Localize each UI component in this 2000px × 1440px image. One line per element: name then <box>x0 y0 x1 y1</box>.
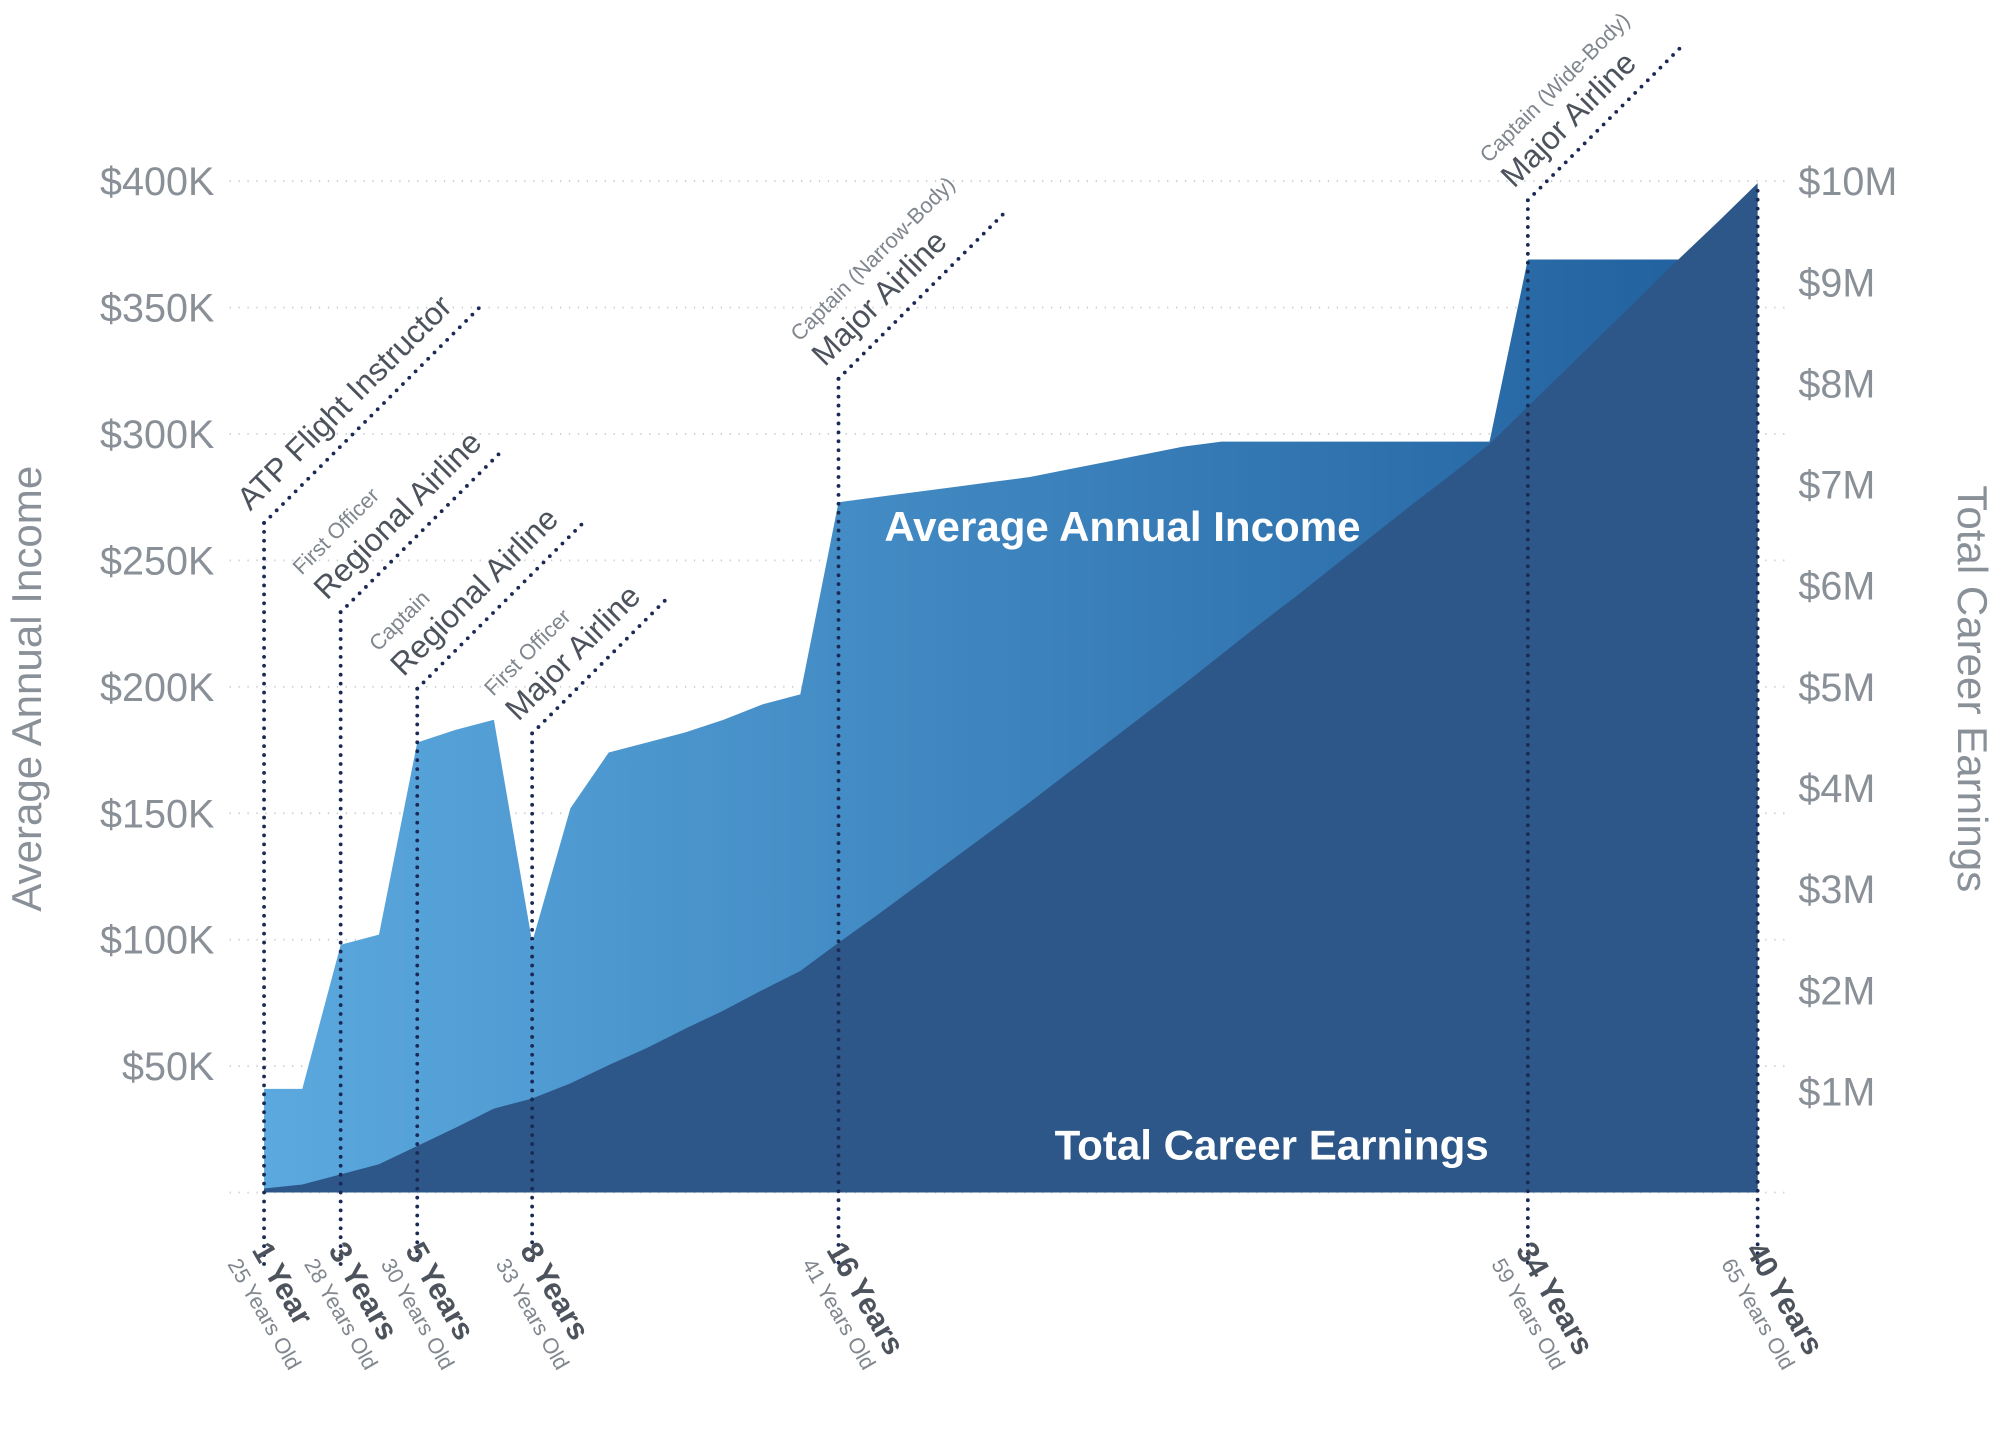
y2-tick-label: $1M <box>1798 1070 1875 1114</box>
y-tick-label: $350K <box>100 287 214 331</box>
y-tick-label: $100K <box>100 919 214 963</box>
area <box>264 183 1758 1193</box>
y-tick-label: $250K <box>100 539 214 583</box>
y-tick-label: $300K <box>100 413 214 457</box>
y-axis-title: Average Annual Income <box>3 466 50 912</box>
milestone-diagonal <box>262 300 487 525</box>
y2-tick-label: $2M <box>1798 969 1875 1013</box>
y2-tick-label: $5M <box>1798 666 1875 710</box>
y-tick-label: $50K <box>122 1045 214 1089</box>
y2-tick-label: $10M <box>1798 160 1897 204</box>
y-tick-label: $150K <box>100 792 214 836</box>
y2-tick-label: $3M <box>1798 868 1875 912</box>
series-label: Total Career Earnings <box>1055 1121 1489 1168</box>
y2-tick-label: $6M <box>1798 565 1875 609</box>
y2-tick-label: $9M <box>1798 261 1875 305</box>
milestone-diagonal <box>1525 43 1685 203</box>
y2-tick-label: $7M <box>1798 464 1875 508</box>
y2-tick-label: $8M <box>1798 362 1875 406</box>
y-tick-label: $400K <box>100 160 214 204</box>
milestone-diagonal <box>338 452 501 615</box>
series-label: Average Annual Income <box>884 503 1360 550</box>
y-tick-label: $200K <box>100 666 214 710</box>
y2-tick-label: $4M <box>1798 767 1875 811</box>
y2-axis-title: Total Career Earnings <box>1949 485 1996 892</box>
